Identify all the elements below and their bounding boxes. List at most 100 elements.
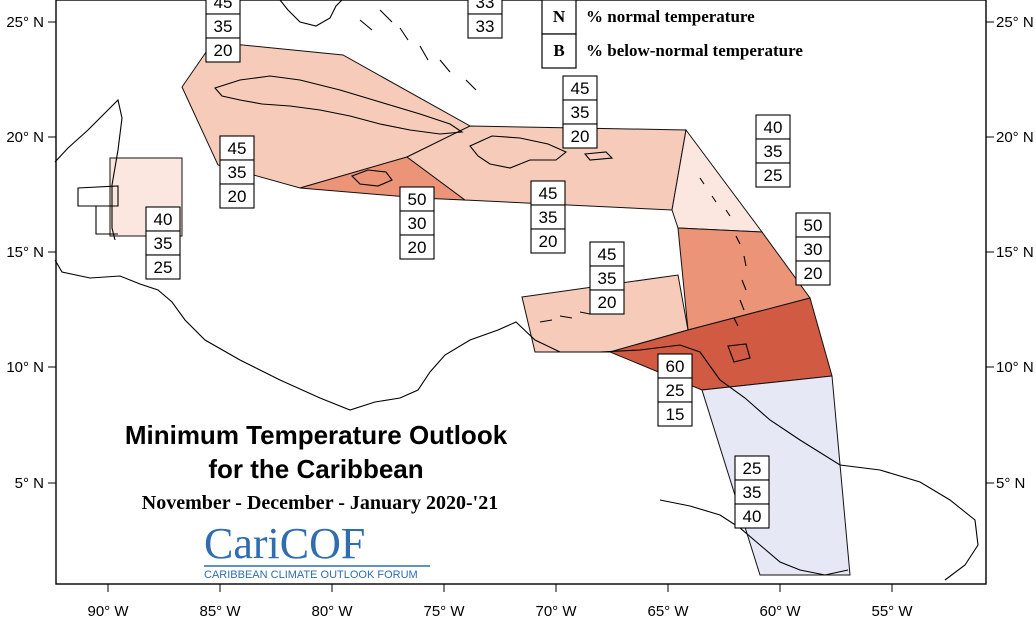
- probability-box-hispaniola: 45 35 20: [530, 180, 566, 254]
- probability-value: 40: [743, 507, 762, 526]
- x-tick-label: 75° W: [423, 603, 465, 620]
- probability-box-trinidad: 60 25 15: [657, 353, 693, 427]
- probability-cell: [219, 159, 255, 185]
- coast-central-inland: [77, 185, 119, 235]
- probability-cell: [795, 260, 831, 286]
- y-axis-ticks-left: 25° N 20° N 15° N 10° N 5° N: [6, 14, 56, 492]
- y-tick-label-left: 5° N: [15, 475, 44, 492]
- coast-florida: [279, 0, 343, 27]
- probability-cell: [734, 455, 770, 481]
- legend: N % normal temperature B % below-normal …: [541, 0, 803, 69]
- probability-cell: [145, 206, 181, 232]
- probability-cell: [399, 210, 435, 236]
- island-hispaniola: [469, 135, 568, 169]
- probability-value: 35: [571, 103, 590, 122]
- islands-bahamas: [359, 9, 477, 91]
- probability-cell: [145, 254, 181, 280]
- map-title-line2: for the Caribbean: [208, 454, 423, 484]
- probability-box-windward-islands: 50 30 20: [795, 212, 831, 286]
- probability-value: 30: [804, 240, 823, 259]
- coast-south-america: [659, 499, 849, 576]
- probability-boxes: 4535203333453520453520403525503020453520…: [145, 0, 831, 529]
- probability-value: 35: [764, 142, 783, 161]
- probability-value: 20: [214, 41, 233, 60]
- coastlines: [54, 0, 979, 581]
- probability-value: 25: [743, 459, 762, 478]
- probability-value: 40: [764, 118, 783, 137]
- y-tick-label-left: 25° N: [6, 14, 44, 31]
- island-puerto-rico: [583, 151, 614, 161]
- legend-text-below: % below-normal temperature: [586, 41, 803, 60]
- probability-value: 33: [476, 17, 495, 36]
- probability-value: 33: [476, 0, 495, 12]
- y-tick-label-right: 25° N: [996, 14, 1034, 31]
- probability-cell: [734, 479, 770, 505]
- probability-value: 35: [214, 17, 233, 36]
- probability-cell: [205, 37, 241, 63]
- island-cuba: [214, 75, 464, 135]
- probability-value: 45: [539, 184, 558, 203]
- probability-value: 25: [154, 258, 173, 277]
- islands: [214, 9, 751, 363]
- probability-cell: [755, 114, 791, 140]
- probability-value: 35: [154, 234, 173, 253]
- y-tick-label-right: 20° N: [996, 129, 1034, 146]
- probability-value: 50: [408, 190, 427, 209]
- y-tick-label-left: 20° N: [6, 129, 44, 146]
- probability-box-abc-islands: 45 35 20: [589, 241, 625, 315]
- probability-value: 45: [214, 0, 233, 12]
- logo-wordmark: CariCOF: [204, 519, 365, 568]
- logo-tagline: CARIBBEAN CLIMATE OUTLOOK FORUM: [204, 569, 418, 581]
- probability-cell: [589, 265, 625, 291]
- probability-value: 50: [804, 216, 823, 235]
- y-tick-label-left: 10° N: [6, 359, 44, 376]
- probability-value: 40: [154, 210, 173, 229]
- probability-cell: [657, 401, 693, 427]
- map-frame: [55, 0, 987, 585]
- legend-text-normal: % normal temperature: [586, 7, 755, 26]
- probability-cell: [657, 377, 693, 403]
- zone-leeward-islands: [671, 128, 764, 233]
- probability-box-jamaica: 50 30 20: [399, 186, 435, 260]
- probability-box-leeward-north: 45 35 20: [562, 75, 598, 149]
- probability-cell: [562, 99, 598, 125]
- probability-value: 60: [666, 357, 685, 376]
- probability-box-cuba: 45 35 20: [219, 135, 255, 209]
- islands-abc: [539, 311, 591, 323]
- probability-cell: [467, 13, 503, 39]
- probability-value: 45: [598, 245, 617, 264]
- x-tick-label: 65° W: [647, 603, 689, 620]
- probability-value: 25: [764, 166, 783, 185]
- y-axis-ticks-right: 25° N 20° N 15° N 10° N 5° N: [986, 14, 1034, 492]
- island-trinidad: [727, 343, 751, 363]
- probability-value: 35: [228, 163, 247, 182]
- probability-cell: [589, 241, 625, 267]
- zone-guianas: [701, 375, 851, 576]
- probability-cell: [657, 353, 693, 379]
- legend-key-box-n: [541, 0, 577, 35]
- x-tick-label: 55° W: [871, 603, 913, 620]
- probability-value: 20: [228, 187, 247, 206]
- map-title-line1: Minimum Temperature Outlook: [125, 420, 508, 450]
- y-tick-label-right: 15° N: [996, 244, 1034, 261]
- probability-value: 35: [539, 208, 558, 227]
- y-tick-label-right: 5° N: [996, 475, 1025, 492]
- probability-box-belize: 40 35 25: [145, 206, 181, 280]
- probability-cell: [399, 234, 435, 260]
- x-tick-label: 70° W: [535, 603, 577, 620]
- caricof-logo: CariCOF CARIBBEAN CLIMATE OUTLOOK FORUM: [204, 519, 430, 581]
- map-subtitle: November - December - January 2020-'21: [142, 492, 498, 514]
- x-tick-label: 60° W: [759, 603, 801, 620]
- probability-value: 35: [743, 483, 762, 502]
- y-tick-label-left: 15° N: [6, 244, 44, 261]
- probability-value: 45: [571, 79, 590, 98]
- probability-box-leeward-islands: 40 35 25: [755, 114, 791, 188]
- x-tick-label: 80° W: [311, 603, 353, 620]
- legend-key-n: N: [553, 7, 566, 26]
- islands-lesser-antilles: [699, 177, 747, 327]
- outlook-zones: [109, 41, 851, 576]
- probability-value: 30: [408, 214, 427, 233]
- probability-cell: [589, 289, 625, 315]
